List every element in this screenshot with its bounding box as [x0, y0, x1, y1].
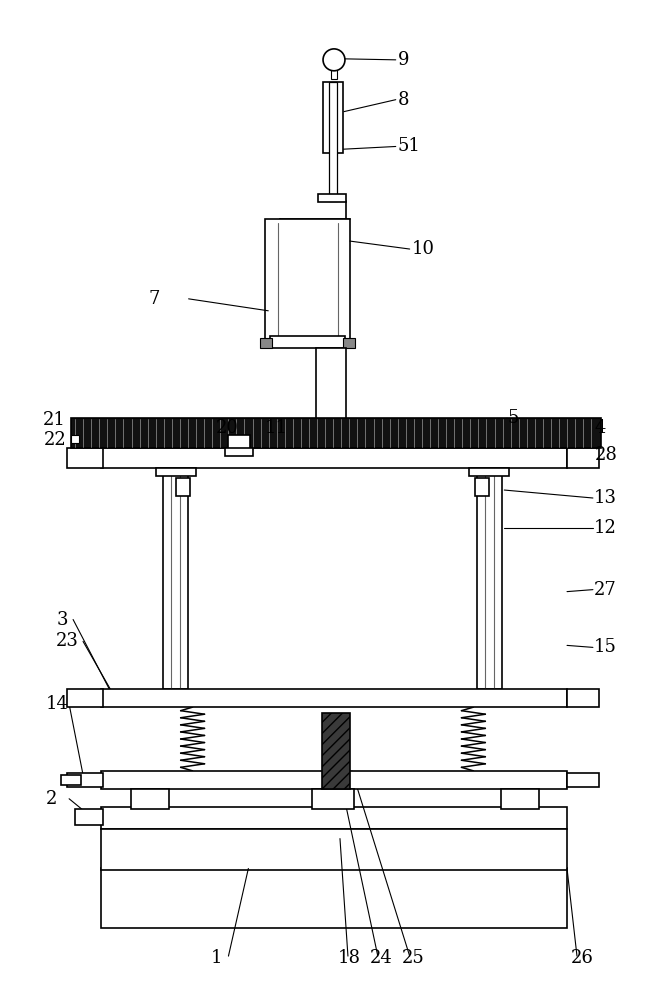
Text: 1: 1	[210, 949, 222, 967]
Bar	[131, 789, 169, 809]
Text: 23: 23	[56, 632, 79, 650]
Bar	[318, 194, 346, 202]
Text: 8: 8	[397, 91, 409, 109]
Circle shape	[323, 49, 345, 71]
Text: 28: 28	[595, 446, 618, 464]
Bar	[228, 435, 250, 453]
Bar	[61, 775, 81, 785]
Text: 20: 20	[216, 419, 238, 437]
Bar	[67, 773, 103, 787]
Text: 51: 51	[397, 137, 421, 155]
Bar	[71, 435, 79, 443]
Text: 13: 13	[594, 489, 617, 507]
Bar	[312, 789, 354, 809]
Bar	[331, 69, 337, 79]
Bar	[75, 809, 103, 825]
Bar	[265, 219, 350, 339]
Text: 21: 21	[43, 411, 66, 429]
Bar	[322, 713, 350, 789]
Text: 14: 14	[46, 695, 69, 713]
Text: 11: 11	[265, 419, 288, 437]
Text: 12: 12	[594, 519, 617, 537]
Text: 5: 5	[507, 409, 518, 427]
Text: 9: 9	[397, 51, 409, 69]
Text: 3: 3	[56, 611, 67, 629]
Bar	[101, 448, 567, 468]
Text: 22: 22	[43, 431, 66, 449]
Bar	[163, 468, 188, 689]
Bar	[470, 468, 509, 476]
Bar	[101, 868, 567, 928]
Bar	[101, 807, 567, 829]
Bar	[567, 773, 599, 787]
Bar	[567, 448, 599, 468]
Text: 24: 24	[370, 949, 393, 967]
Bar	[261, 338, 273, 348]
Bar	[176, 478, 190, 496]
Bar	[101, 689, 567, 707]
Bar	[501, 789, 539, 809]
Text: 10: 10	[411, 240, 435, 258]
Bar	[67, 448, 103, 468]
Text: 27: 27	[594, 581, 617, 599]
Text: 26: 26	[571, 949, 594, 967]
Text: 15: 15	[594, 638, 617, 656]
Bar	[567, 689, 599, 707]
Text: 2: 2	[46, 790, 57, 808]
Bar	[67, 689, 103, 707]
Bar	[323, 82, 343, 153]
Text: 7: 7	[149, 290, 160, 308]
Bar	[316, 348, 346, 437]
Text: 25: 25	[401, 949, 424, 967]
Bar	[271, 336, 345, 348]
Bar	[156, 468, 196, 476]
Bar	[71, 418, 601, 448]
Bar	[101, 771, 567, 789]
Bar	[226, 448, 253, 456]
Bar	[329, 82, 337, 201]
Bar	[476, 478, 490, 496]
Text: 18: 18	[338, 949, 361, 967]
Bar	[101, 829, 567, 870]
Bar	[343, 338, 355, 348]
Text: 4: 4	[595, 419, 607, 437]
Bar	[478, 468, 502, 689]
